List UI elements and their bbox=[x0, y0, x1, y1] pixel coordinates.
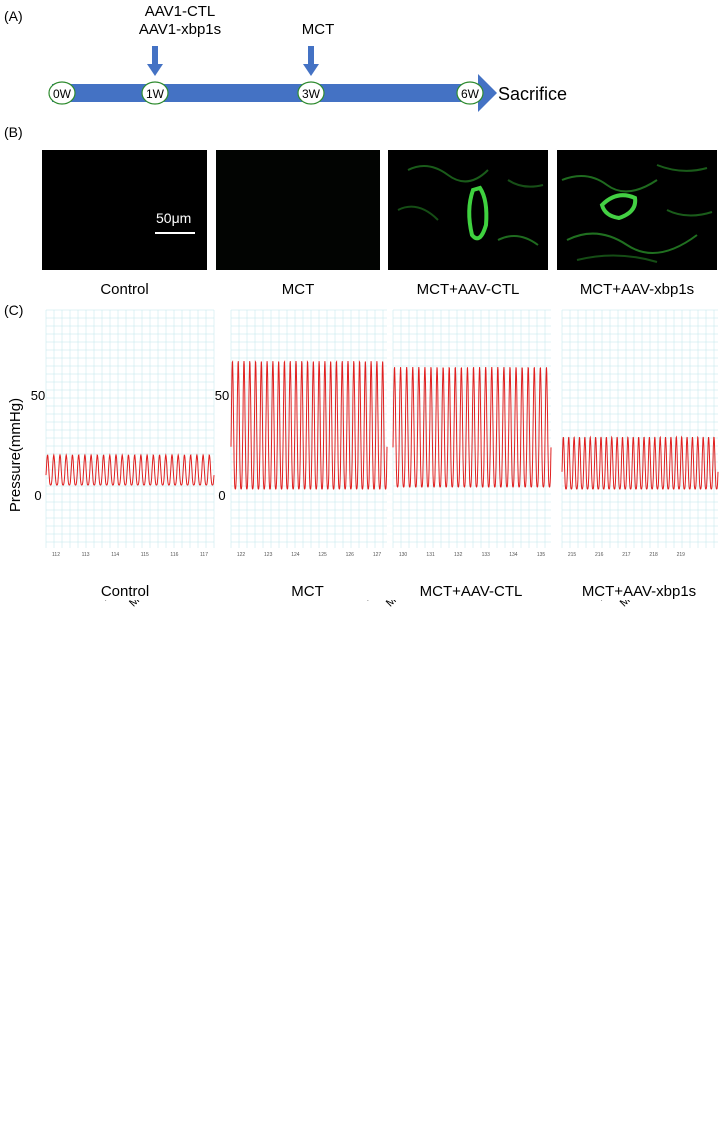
arrow-label-aav1-xbp1s: AAV1-xbp1s bbox=[139, 21, 221, 38]
svg-text:6W: 6W bbox=[461, 87, 480, 101]
pressure-trace-line bbox=[392, 366, 552, 488]
trace-x-tick: 215 bbox=[568, 552, 577, 558]
trace-x-tick: 116 bbox=[170, 552, 178, 558]
trace-x-tick: 218 bbox=[649, 552, 658, 558]
pressure-trace-line bbox=[230, 360, 388, 490]
micrograph-control: 50μm bbox=[42, 150, 207, 270]
bar-charts: (D)020406080RVSP（mmHg)ControlMCTMCT+AAV-… bbox=[99, 600, 686, 609]
trace-y-tick-50: 50 bbox=[31, 388, 45, 403]
trace-x-tick: 117 bbox=[200, 552, 208, 558]
down-arrow-3w bbox=[303, 46, 319, 76]
trace-x-tick: 112 bbox=[52, 552, 60, 558]
micrograph-caption-control: Control bbox=[100, 281, 149, 298]
trace-caption-mct: MCT bbox=[291, 583, 324, 600]
trace-x-tick: 127 bbox=[373, 552, 382, 558]
bar-chart-h: (H)050100150200Cardiac output(ml/min)Con… bbox=[361, 600, 452, 609]
trace-caption-mct-aav-ctl: MCT+AAV-CTL bbox=[419, 583, 523, 600]
x-tick-label: MCT+AAV-xbp1s bbox=[384, 600, 452, 609]
trace-caption-mct-aav-xbp1s: MCT+AAV-xbp1s bbox=[581, 583, 697, 600]
down-arrow-1w bbox=[147, 46, 163, 76]
week-marker-6w: 6W bbox=[456, 81, 484, 105]
pressure-trace-line bbox=[561, 435, 719, 490]
arrow-label-aav1-ctl: AAV1-CTL bbox=[145, 3, 216, 20]
scale-bar bbox=[155, 232, 195, 234]
trace-x-tick: 216 bbox=[595, 552, 604, 558]
panel-label-a: (A) bbox=[4, 8, 23, 24]
trace-x-tick: 123 bbox=[264, 552, 273, 558]
timeline-diagram: AAV1-CTL AAV1-xbp1s MCT 0W 1W 3W 6W Sacr… bbox=[48, 3, 567, 112]
x-tick-label: MCT+AAV-xbp1s bbox=[618, 600, 686, 609]
svg-text:3W: 3W bbox=[302, 87, 321, 101]
panel-label-b: (B) bbox=[4, 124, 23, 140]
bar-chart-g: (G)050100150Systemic blood pressure(mmHg… bbox=[99, 600, 196, 609]
trace-x-tick: 126 bbox=[346, 552, 355, 558]
week-marker-3w: 3W bbox=[297, 81, 325, 105]
trace-x-tick: 219 bbox=[677, 552, 686, 558]
micrograph-mct bbox=[216, 150, 380, 270]
bar-chart-i: (I)200300400500600Body weight(g)ControlM… bbox=[595, 600, 686, 609]
trace-x-tick: 134 bbox=[509, 552, 518, 558]
trace-x-tick: 125 bbox=[318, 552, 327, 558]
sacrifice-label: Sacrifice bbox=[498, 84, 567, 104]
micrograph-caption-mct: MCT bbox=[281, 281, 315, 298]
trace-x-tick: 115 bbox=[141, 552, 149, 558]
pressure-trace-panel: 112 113 114 115 116 117 50 0 bbox=[31, 309, 215, 558]
micrograph-mct-aav-ctl bbox=[388, 150, 548, 270]
trace-x-tick: 132 bbox=[454, 552, 463, 558]
trace-y-tick-50: 50 bbox=[215, 388, 229, 403]
arrow-label-mct: MCT bbox=[302, 21, 335, 38]
pressure-trace-panel: 130 131 132 133 134 135 bbox=[392, 309, 552, 558]
svg-text:1W: 1W bbox=[146, 87, 165, 101]
trace-caption-control: Control bbox=[100, 583, 150, 600]
micrograph-mct-aav-xbp1s bbox=[557, 150, 717, 270]
trace-y-tick-0: 0 bbox=[34, 488, 41, 503]
x-tick-label: MCT+AAV-xbp1s bbox=[127, 600, 195, 609]
trace-x-tick: 114 bbox=[111, 552, 119, 558]
trace-x-tick: 135 bbox=[537, 552, 546, 558]
week-marker-1w: 1W bbox=[141, 81, 169, 105]
trace-x-tick: 122 bbox=[237, 552, 246, 558]
trace-x-tick: 113 bbox=[82, 552, 90, 558]
trace-x-tick: 124 bbox=[291, 552, 300, 558]
trace-x-tick: 130 bbox=[399, 552, 408, 558]
trace-x-tick: 217 bbox=[622, 552, 631, 558]
micrograph-caption-mct-aav-xbp1s: MCT+AAV-xbp1s bbox=[579, 281, 695, 298]
pressure-trace-panel: 122 123 124 125 126 127 50 0 bbox=[215, 309, 388, 558]
timeline-bar bbox=[52, 74, 497, 112]
pressure-ylabel: Pressure(mmHg) bbox=[7, 398, 24, 512]
micrograph-caption-mct-aav-ctl: MCT+AAV-CTL bbox=[416, 281, 520, 298]
trace-x-tick: 131 bbox=[426, 552, 435, 558]
pressure-trace-panel: 215 216 217 218 219 bbox=[561, 309, 719, 558]
trace-y-tick-0: 0 bbox=[218, 488, 225, 503]
week-marker-0w: 0W bbox=[48, 81, 76, 105]
pressure-trace-line bbox=[45, 453, 215, 486]
svg-text:0W: 0W bbox=[53, 87, 72, 101]
panel-label-c: (C) bbox=[4, 302, 24, 318]
trace-x-tick: 133 bbox=[482, 552, 491, 558]
scale-bar-label: 50μm bbox=[156, 210, 192, 226]
